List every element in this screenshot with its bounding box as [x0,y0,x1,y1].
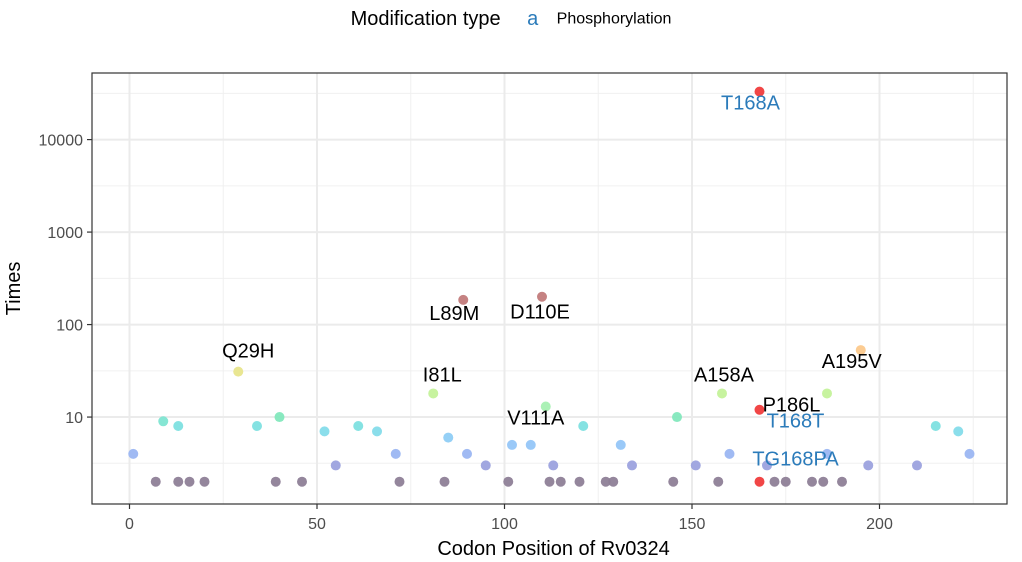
data-point [912,460,922,471]
data-point [837,476,847,487]
data-points [128,86,975,487]
y-axis-title: Times [3,262,25,316]
data-point [330,460,341,471]
data-point [394,476,405,487]
data-point [818,476,829,487]
x-tick-label: 200 [866,516,893,533]
data-point [600,476,611,487]
grid-minor [92,73,1007,504]
point-label: P186L [763,395,821,417]
data-point [627,460,637,471]
panel-border [91,72,1008,505]
data-point [953,426,964,437]
data-point [672,412,682,423]
point-label: A158A [694,364,755,386]
data-point [754,404,765,415]
x-tick-label: 50 [308,516,326,533]
data-point [503,476,514,487]
data-point [252,421,262,432]
data-point [150,476,161,487]
data-point [578,421,589,432]
legend-title: Modification type [350,8,501,30]
data-point [544,476,555,487]
y-tick-label: 10 [65,410,83,427]
data-point [173,421,184,432]
data-point [807,476,817,487]
data-point [439,476,450,487]
data-point [128,448,139,459]
x-tick-label: 150 [679,516,706,533]
data-point [822,388,832,399]
point-labels: T168A L89M D110E Q29H I81L V111A A158A A195VP18… [222,93,882,471]
y-tick-label: 100 [56,318,83,335]
data-point [233,366,244,377]
point-label: I81L [423,364,462,386]
data-point [270,476,281,487]
data-point [713,476,724,487]
point-label: TG168PA [752,449,839,471]
data-point [930,421,941,432]
legend-label-phosphorylation: Phosphorylation [556,10,672,28]
data-point [555,476,566,487]
data-point [964,448,975,459]
data-point [608,476,619,487]
grid-major [92,73,1007,504]
y-axis: 10 100 1000 10000 [39,133,92,427]
data-point [548,460,559,471]
data-point [462,448,472,459]
point-label: A195V [822,351,883,373]
data-point [540,401,551,412]
data-point [754,476,765,487]
data-point [537,291,547,302]
data-point [274,412,285,423]
data-point [724,448,735,459]
data-point [762,460,772,471]
data-point [443,432,454,443]
data-point [525,439,536,450]
y-tick-label: 10000 [39,133,84,150]
data-point [458,294,469,305]
data-point [668,476,679,487]
data-point [158,416,169,427]
data-point [507,439,517,450]
point-label: T168T [767,411,825,433]
point-label: Q29H [222,341,274,363]
data-point [754,86,765,97]
data-point [780,476,791,487]
point-label: D110E [510,302,570,324]
data-point [184,476,195,487]
x-axis: 0 50 100 150 200 [125,504,893,533]
data-point [769,476,780,487]
data-point [199,476,210,487]
data-point [372,426,382,437]
point-label: L89M [429,303,479,325]
data-point [428,388,439,399]
data-point [717,388,727,399]
data-point [297,476,307,487]
x-tick-label: 0 [125,516,134,533]
y-tick-label: 1000 [47,225,83,242]
data-point [822,448,832,459]
data-point [863,460,874,471]
point-label: V111A [507,408,565,430]
x-tick-label: 100 [491,516,518,533]
data-point [480,460,491,471]
legend-key-glyph: a [527,8,539,30]
data-point [855,345,866,356]
point-label: T168A [721,93,781,115]
data-point [690,460,701,471]
data-point [390,448,401,459]
data-point [319,426,330,437]
x-axis-title: Codon Position of Rv0324 [437,538,669,560]
data-point [615,439,626,450]
data-point [173,476,184,487]
data-point [574,476,585,487]
data-point [353,421,364,432]
legend: Modification type a Phosphorylation [0,8,1022,31]
